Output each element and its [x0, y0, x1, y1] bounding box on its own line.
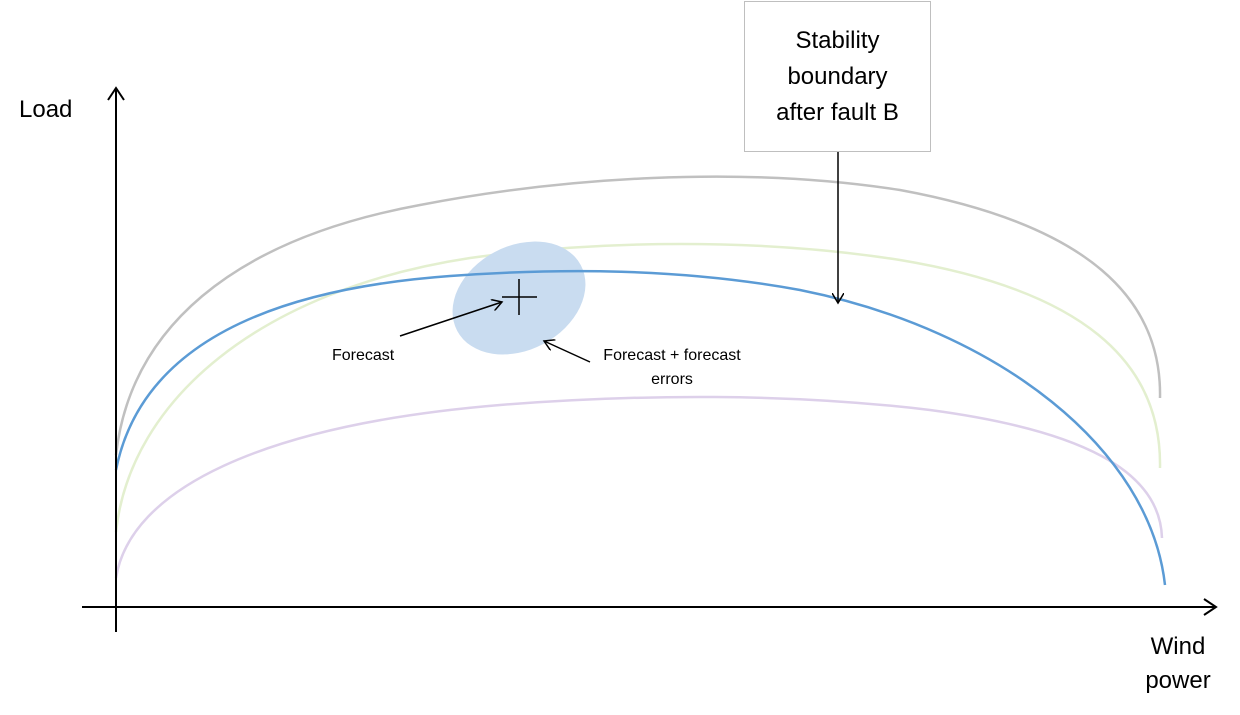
y-axis-label: Load	[19, 96, 73, 123]
x-axis-label: Wind power	[1128, 630, 1228, 698]
forecast-errors-label: Forecast + forecast errors	[586, 344, 758, 392]
callout-text: Stability boundary after fault B	[776, 26, 899, 126]
y-axis-arrowhead	[107, 86, 125, 101]
x-axis-label-line2: power	[1145, 667, 1211, 694]
forecast-errors-label-line2: errors	[651, 371, 693, 388]
gray-boundary-curve	[114, 175, 1162, 456]
green-boundary-curve	[114, 242, 1162, 533]
forecast-errors-arrow	[544, 341, 591, 363]
blue-boundary-curve	[114, 269, 1167, 586]
forecast-label: Forecast	[332, 347, 395, 364]
forecast-errors-label-line1: Forecast + forecast	[603, 347, 741, 364]
forecast-arrow	[399, 302, 502, 337]
x-axis-arrowhead	[1203, 598, 1218, 616]
purple-boundary-curve	[114, 395, 1164, 579]
stability-boundary-callout: Stability boundary after fault B	[744, 1, 931, 152]
x-axis-label-line1: Wind	[1150, 633, 1206, 660]
